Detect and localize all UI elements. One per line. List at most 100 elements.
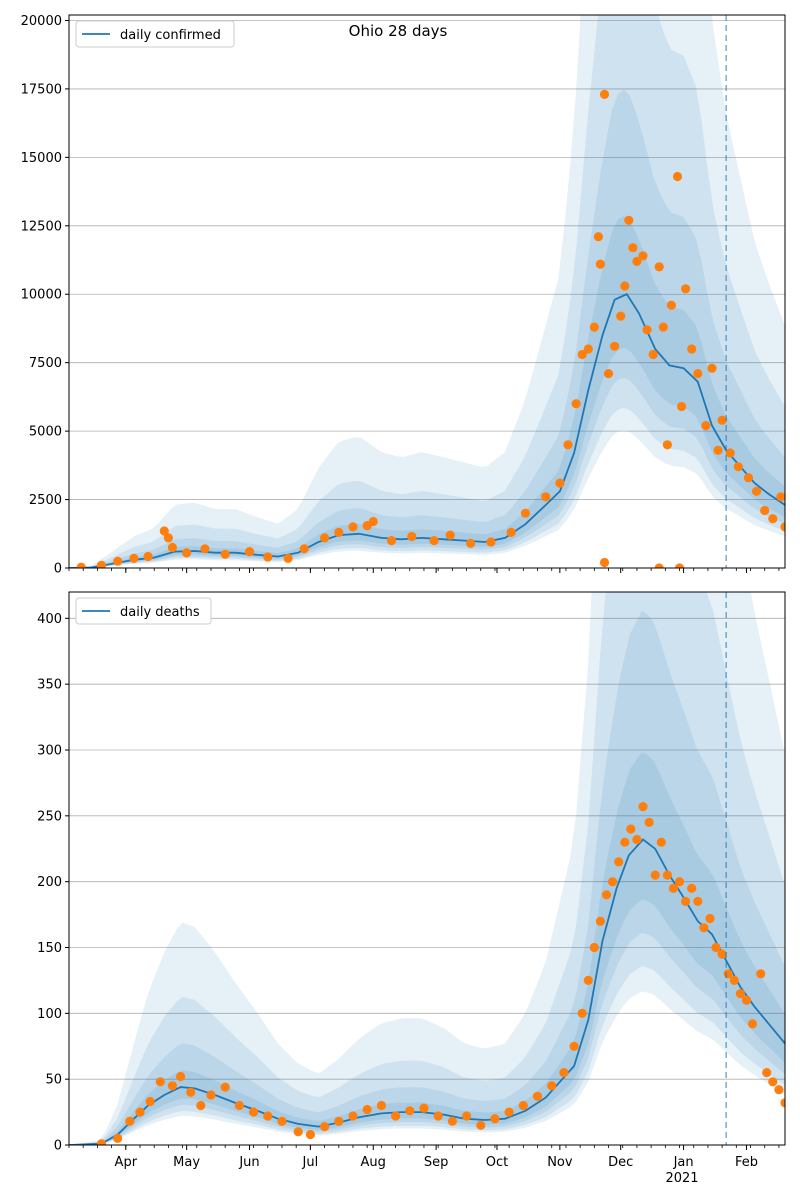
- observed-point: [577, 349, 587, 360]
- observed-point: [616, 311, 626, 321]
- observed-point: [299, 544, 309, 554]
- observed-point: [687, 883, 697, 893]
- y-tick-label: 350: [37, 678, 62, 693]
- observed-point: [506, 527, 516, 538]
- observed-point: [735, 989, 746, 999]
- observed-point: [681, 284, 691, 294]
- observed-point: [569, 1041, 579, 1051]
- observed-point: [577, 1008, 587, 1018]
- observed-point: [167, 1081, 177, 1091]
- y-tick-label: 400: [37, 612, 62, 627]
- observed-point: [729, 975, 739, 986]
- observed-point: [672, 171, 683, 182]
- observed-point: [620, 281, 630, 291]
- deaths-x-ticks: [68, 1145, 780, 1150]
- y-tick-label: 2500: [29, 493, 62, 508]
- uncertainty-band: [69, 216, 785, 568]
- observed-point: [666, 300, 677, 310]
- y-tick-label: 50: [45, 1073, 62, 1088]
- x-tick-label: Jun: [238, 1155, 259, 1170]
- observed-point: [589, 322, 599, 332]
- x-tick-label: May: [173, 1155, 200, 1170]
- confirmed-uncertainty-bands: [69, 15, 785, 568]
- observed-point: [113, 1133, 123, 1143]
- confirmed-legend: daily confirmed: [75, 20, 235, 48]
- observed-point: [76, 562, 86, 568]
- observed-point: [650, 870, 660, 880]
- observed-point: [711, 942, 721, 953]
- deaths-y-ticks: 0 50 100 150 200 250 300 350 400: [37, 612, 69, 1154]
- observed-point: [559, 1068, 569, 1078]
- y-tick-label: 7500: [29, 356, 62, 371]
- observed-point: [662, 870, 673, 880]
- observed-point: [583, 975, 593, 986]
- observed-point: [405, 1106, 415, 1116]
- observed-point: [693, 896, 703, 907]
- observed-point: [654, 563, 664, 568]
- observed-point: [662, 440, 673, 450]
- x-tick-label: Nov: [547, 1155, 573, 1170]
- observed-point: [668, 883, 679, 893]
- observed-point: [196, 1100, 206, 1111]
- observed-point: [752, 486, 762, 496]
- observed-point: [386, 536, 397, 546]
- uncertainty-band: [69, 15, 785, 568]
- observed-point: [234, 1100, 244, 1111]
- observed-point: [334, 527, 344, 538]
- observed-point: [681, 896, 691, 907]
- observed-point: [419, 1103, 429, 1113]
- deaths-panel: 0 50 100 150 200 250 300 350 400 daily deaths: [37, 591, 786, 1154]
- observed-point: [760, 505, 770, 516]
- x-tick-label: Apr: [115, 1155, 138, 1170]
- observed-point: [206, 1090, 216, 1100]
- x-tick-label: Feb: [735, 1155, 758, 1170]
- deaths-uncertainty-bands: [69, 592, 785, 1145]
- observed-point: [599, 89, 610, 99]
- observed-point: [762, 1068, 772, 1078]
- observed-point: [320, 1122, 330, 1132]
- observed-point: [648, 349, 658, 360]
- observed-point: [182, 548, 192, 558]
- observed-point: [532, 1091, 543, 1101]
- x-axis-year-label: 2021: [665, 1171, 698, 1186]
- uncertainty-band: [69, 610, 785, 1145]
- observed-point: [610, 341, 620, 351]
- observed-point: [293, 1127, 303, 1137]
- observed-point: [96, 560, 107, 568]
- observed-point: [541, 492, 551, 502]
- observed-point: [658, 322, 668, 332]
- observed-point: [362, 1104, 372, 1115]
- observed-point: [283, 553, 293, 564]
- observed-point: [159, 526, 169, 536]
- observed-point: [320, 533, 330, 543]
- y-tick-label: 20000: [21, 14, 62, 29]
- observed-point: [741, 995, 752, 1005]
- observed-point: [520, 508, 531, 518]
- observed-point: [713, 445, 723, 455]
- observed-point: [614, 857, 624, 867]
- y-tick-label: 100: [37, 1007, 62, 1022]
- observed-point: [599, 557, 610, 568]
- observed-point: [701, 421, 711, 431]
- observed-point: [263, 1111, 273, 1121]
- y-tick-label: 250: [37, 809, 62, 824]
- observed-point: [376, 1100, 386, 1111]
- confirmed-x-ticks: [68, 568, 780, 573]
- observed-point: [348, 1111, 358, 1121]
- y-tick-label: 300: [37, 744, 62, 759]
- y-tick-label: 15000: [21, 151, 62, 166]
- observed-point: [707, 363, 717, 373]
- observed-point: [628, 243, 638, 253]
- observed-point: [780, 522, 785, 532]
- observed-point: [638, 251, 648, 261]
- observed-point: [305, 1129, 315, 1140]
- observed-point: [595, 259, 606, 269]
- observed-point: [555, 478, 565, 488]
- observed-point: [186, 1087, 196, 1097]
- observed-point: [200, 544, 210, 554]
- observed-point: [220, 1082, 230, 1092]
- observed-point: [603, 369, 614, 379]
- observed-point: [113, 556, 123, 566]
- confirmed-grid: [69, 20, 785, 500]
